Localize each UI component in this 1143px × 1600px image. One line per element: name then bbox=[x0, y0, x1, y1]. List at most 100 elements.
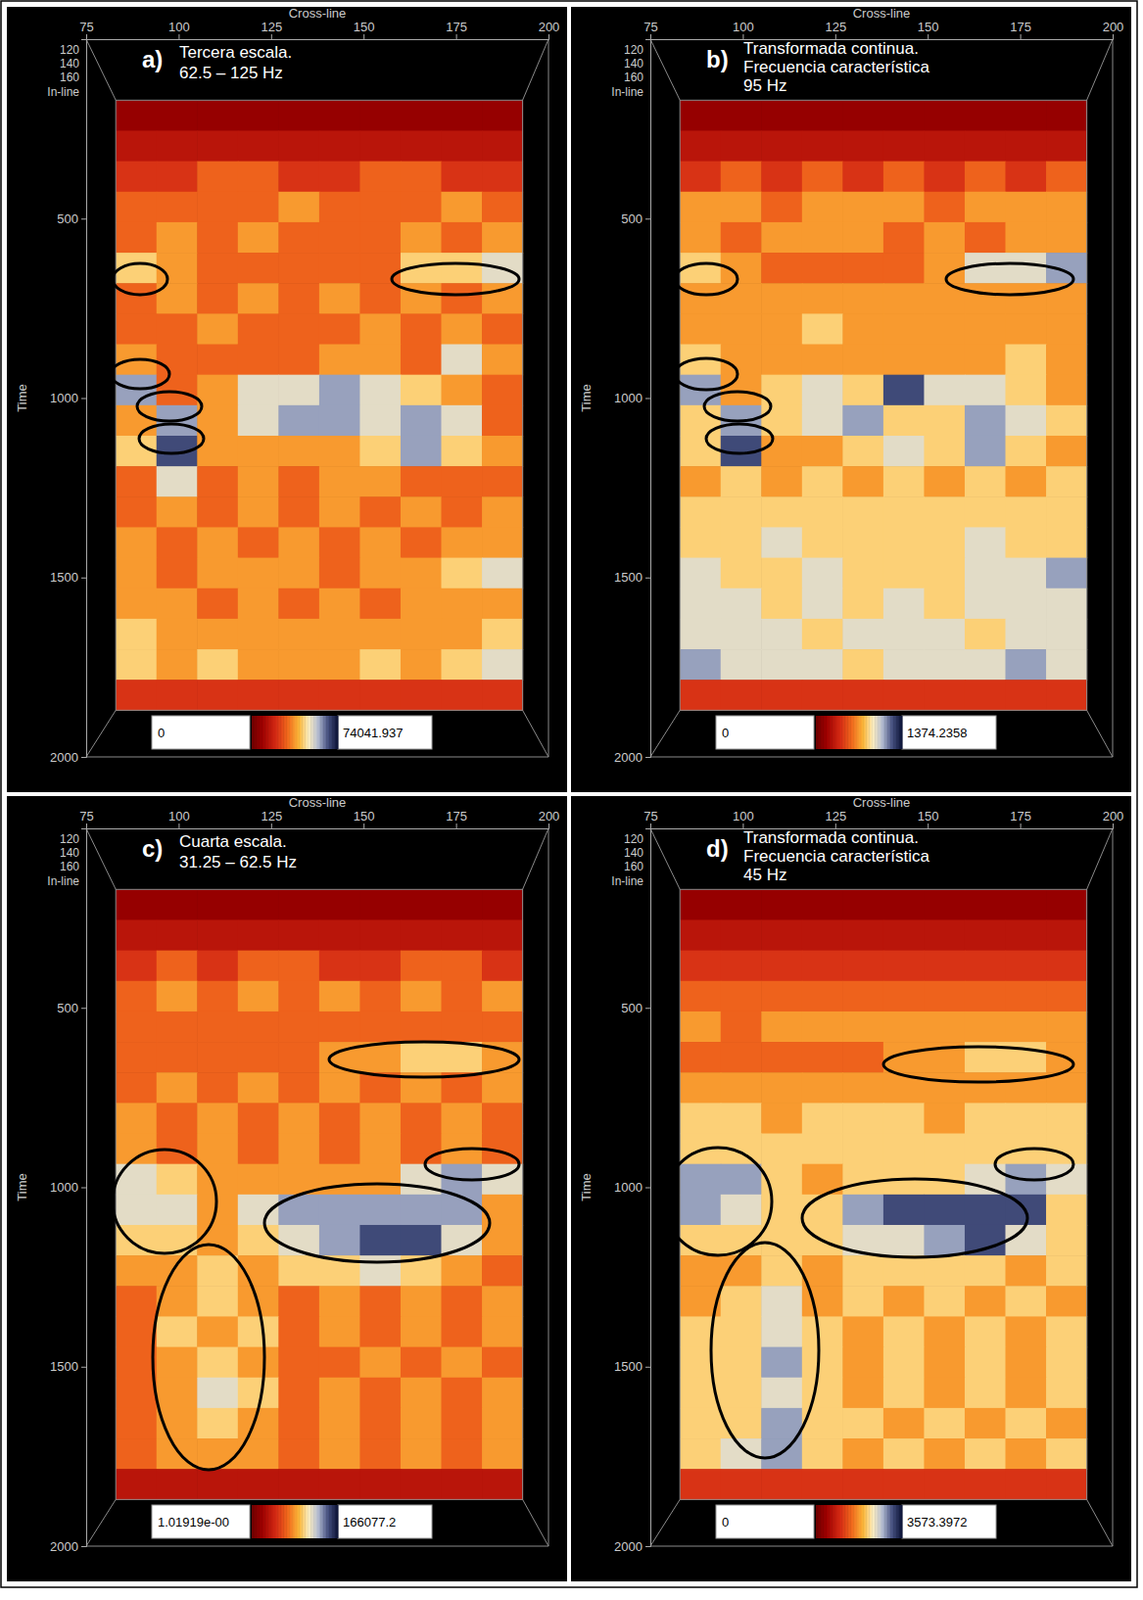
heatmap-cell bbox=[238, 889, 280, 921]
highlight-ellipse bbox=[152, 1244, 265, 1471]
heatmap-cell bbox=[196, 1347, 239, 1380]
heatmap-cell bbox=[319, 313, 361, 345]
heatmap-cell bbox=[359, 1255, 401, 1287]
heatmap-cell bbox=[679, 435, 721, 468]
heatmap-cell bbox=[761, 679, 803, 712]
heatmap-cell bbox=[115, 466, 157, 498]
colorbar-swatch bbox=[336, 715, 339, 750]
heatmap-cell bbox=[359, 1378, 401, 1410]
heatmap-cell bbox=[964, 889, 1006, 921]
heatmap-cell bbox=[923, 679, 965, 712]
heatmap-cell bbox=[440, 1378, 482, 1410]
inline-tick-label: 140 bbox=[623, 846, 644, 860]
highlight-ellipse bbox=[674, 358, 738, 390]
panel-title: Cuarta escala. bbox=[179, 832, 287, 852]
heatmap-cell bbox=[802, 1316, 844, 1348]
heatmap-cell bbox=[400, 1469, 442, 1501]
heatmap-cell bbox=[481, 619, 524, 651]
heatmap-cell bbox=[1046, 889, 1088, 921]
heatmap-cell bbox=[440, 558, 482, 590]
heatmap-cell bbox=[115, 161, 157, 193]
heatmap-cell bbox=[761, 526, 803, 559]
heatmap-cell bbox=[319, 889, 361, 921]
heatmap-cell bbox=[720, 1255, 762, 1287]
heatmap-cell bbox=[481, 313, 524, 345]
heatmap-cell bbox=[1046, 588, 1088, 620]
heatmap-cell bbox=[278, 558, 320, 590]
heatmap-cell bbox=[196, 191, 239, 224]
heatmap-cell bbox=[440, 649, 482, 681]
heatmap-cell bbox=[964, 526, 1006, 559]
heatmap-cell bbox=[278, 526, 320, 559]
heatmap-cell bbox=[1046, 466, 1088, 498]
heatmap-cell bbox=[720, 99, 762, 132]
heatmap-cell bbox=[720, 1194, 762, 1227]
heatmap-cell bbox=[964, 1469, 1006, 1501]
heatmap-cell bbox=[115, 1102, 157, 1135]
tick-label: 125 bbox=[824, 809, 847, 824]
heatmap-cell bbox=[156, 619, 198, 651]
heatmap-cell bbox=[359, 435, 401, 468]
colorbar-label-box bbox=[151, 715, 250, 750]
heatmap-cell bbox=[802, 558, 844, 590]
heatmap-cell bbox=[1004, 1469, 1047, 1501]
heatmap-cell bbox=[156, 130, 198, 162]
heatmap-cell bbox=[440, 375, 482, 407]
highlight-ellipse bbox=[425, 1148, 520, 1181]
heatmap-cell bbox=[400, 649, 442, 681]
heatmap-cell bbox=[481, 405, 524, 437]
heatmap-cell bbox=[761, 252, 803, 285]
heatmap-cell bbox=[964, 679, 1006, 712]
heatmap-cell bbox=[440, 222, 482, 254]
heatmap-cell bbox=[1004, 1347, 1047, 1380]
heatmap-cell bbox=[440, 466, 482, 498]
heatmap-cell bbox=[400, 375, 442, 407]
heatmap-cell bbox=[196, 313, 239, 345]
heatmap-cell bbox=[802, 496, 844, 528]
axis-line bbox=[87, 34, 550, 41]
panel-title: 45 Hz bbox=[743, 865, 787, 885]
x-tick: 75 bbox=[643, 809, 658, 829]
heatmap-cell bbox=[1046, 1072, 1088, 1104]
heatmap-cell bbox=[802, 619, 844, 651]
heatmap-cell bbox=[481, 558, 524, 590]
heatmap-cell bbox=[319, 1408, 361, 1440]
heatmap-cell bbox=[156, 1072, 198, 1104]
heatmap-cell bbox=[319, 1102, 361, 1135]
heatmap-cell bbox=[278, 951, 320, 983]
heatmap-cell bbox=[964, 375, 1006, 407]
heatmap-cell bbox=[1046, 1194, 1088, 1227]
panel: 75100125150175200Cross-line5001000150020… bbox=[6, 5, 568, 793]
heatmap-cell bbox=[761, 1285, 803, 1318]
heatmap-cell bbox=[842, 1164, 884, 1196]
heatmap-cell bbox=[440, 1469, 482, 1501]
heatmap-cell bbox=[196, 1255, 239, 1287]
heatmap-cell bbox=[720, 1102, 762, 1135]
heatmap-cell bbox=[238, 283, 280, 315]
heatmap-cell bbox=[359, 99, 401, 132]
heatmap-cell bbox=[842, 1347, 884, 1380]
inline-axis-title: In-line bbox=[611, 874, 644, 889]
heatmap-cell bbox=[400, 222, 442, 254]
tick-label: 1500 bbox=[614, 570, 643, 585]
box-edge bbox=[1087, 710, 1113, 758]
heatmap-cell bbox=[679, 1408, 721, 1440]
panel-background bbox=[571, 796, 1132, 1582]
panel: 75100125150175200Cross-line5001000150020… bbox=[571, 795, 1132, 1582]
heatmap-cell bbox=[883, 619, 925, 651]
y-tick: 1000 bbox=[49, 1180, 87, 1195]
colorbar-swatch bbox=[336, 1505, 339, 1539]
heatmap-cell bbox=[964, 649, 1006, 681]
heatmap-cell bbox=[156, 526, 198, 559]
tick-mark bbox=[81, 577, 87, 579]
highlight-ellipse bbox=[112, 1149, 217, 1254]
heatmap-cell bbox=[238, 588, 280, 620]
heatmap-cell bbox=[883, 679, 925, 712]
heatmap-cell bbox=[115, 1408, 157, 1440]
heatmap-cell bbox=[278, 375, 320, 407]
heatmap-cell bbox=[923, 1194, 965, 1227]
heatmap-cell bbox=[319, 99, 361, 132]
heatmap-cell bbox=[1004, 252, 1047, 285]
heatmap-cell bbox=[679, 889, 721, 921]
heatmap-cell bbox=[400, 1316, 442, 1348]
